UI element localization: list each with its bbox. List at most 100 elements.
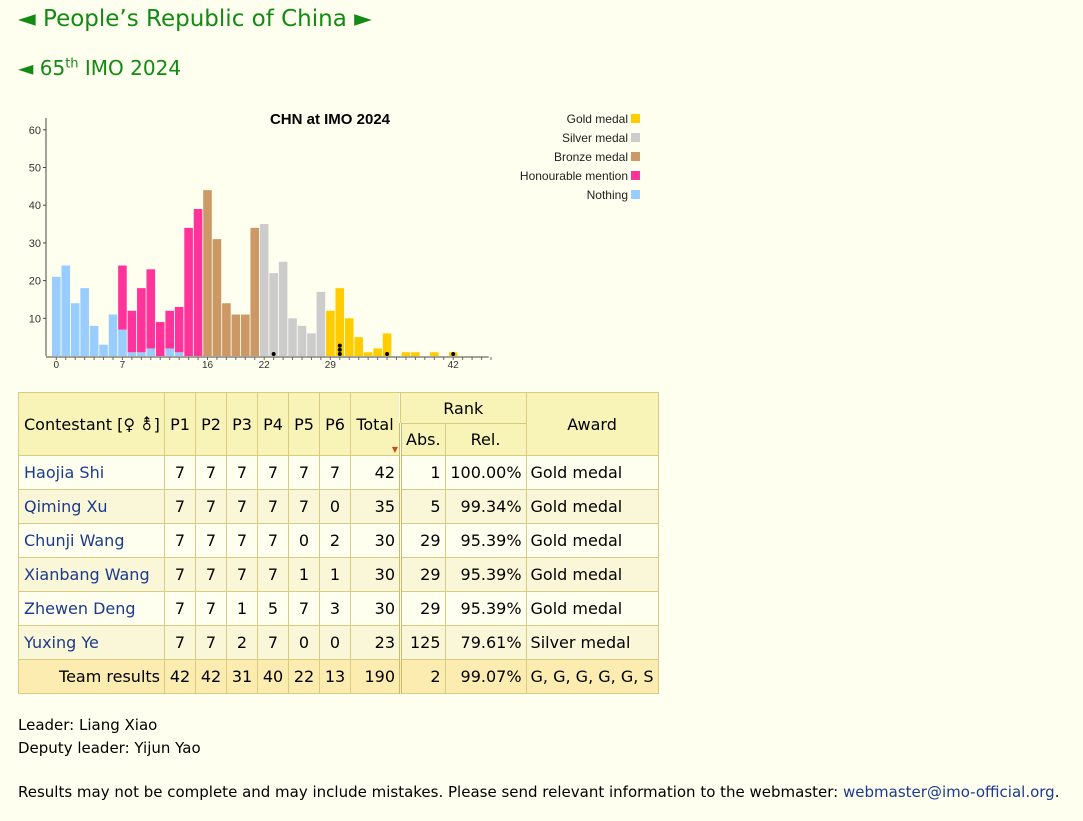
bar (52, 276, 61, 356)
score-p5: 0 (288, 523, 320, 558)
imo-title-link[interactable]: 65th IMO 2024 (40, 56, 181, 80)
score-p2: 7 (195, 557, 227, 592)
header-award[interactable]: Award (525, 392, 659, 456)
bar (231, 314, 241, 356)
header-p5[interactable]: P5 (288, 392, 320, 456)
chart-title: CHN at IMO 2024 (270, 111, 391, 128)
bar (193, 208, 203, 356)
header-p4[interactable]: P4 (257, 392, 289, 456)
header-p6[interactable]: P6 (319, 392, 351, 456)
bar (411, 352, 420, 356)
bar (241, 314, 250, 356)
header-contestant[interactable]: Contestant [♀ ⚨] (18, 392, 165, 456)
contestant-name-link[interactable]: Qiming Xu (24, 497, 108, 516)
bar (165, 310, 174, 349)
deputy-leader-line: Deputy leader: Yijun Yao (18, 737, 201, 760)
score-p5: 0 (288, 625, 320, 660)
award-cell: Gold medal (525, 489, 659, 524)
score-p5: 1 (288, 557, 320, 592)
header-rank-abs[interactable]: Abs. (399, 423, 446, 456)
bar (307, 333, 316, 356)
score-p4: 7 (257, 489, 289, 524)
rank-absolute: 1 (399, 455, 446, 490)
legend-swatch (631, 133, 640, 142)
bar (335, 288, 345, 356)
bar (108, 314, 118, 356)
team-rank-absolute: 2 (399, 659, 446, 694)
contestant-name-link[interactable]: Zhewen Deng (24, 599, 136, 618)
deputy-leader-label: Deputy leader: (18, 739, 130, 757)
contestant-name-link[interactable]: Xianbang Wang (24, 565, 150, 584)
next-country-arrow[interactable]: ► (354, 6, 372, 32)
country-heading: ◄ People’s Republic of China ► (18, 6, 372, 32)
table-row: Haojia Shi 7 7 7 7 7 7 42 1 100.00% Gold medal (18, 455, 659, 490)
legend-label: Honourable mention (520, 169, 628, 183)
score-p6: 2 (319, 523, 351, 558)
header-total[interactable]: Total ▼ (350, 392, 401, 456)
bar (174, 352, 184, 356)
y-tick-label: 40 (29, 200, 41, 212)
team-results-row: Team results 42 42 31 40 22 13 190 2 99.07% G, G, … (18, 659, 659, 694)
country-title-link[interactable]: People’s Republic of China (43, 6, 347, 32)
team-score-p2: 42 (195, 659, 227, 694)
bar (326, 310, 335, 356)
bar (80, 288, 89, 356)
contestant-name-link[interactable]: Chunji Wang (24, 531, 125, 550)
score-p1: 7 (164, 625, 196, 660)
bar (382, 333, 392, 356)
header-rank-rel[interactable]: Rel. (444, 423, 527, 456)
legend-swatch (631, 114, 640, 123)
contestant-name-link[interactable]: Yuxing Ye (24, 633, 99, 652)
total-score: 30 (350, 557, 401, 592)
imo-ordinal-suffix: th (65, 56, 79, 72)
rank-absolute: 29 (399, 557, 446, 592)
contestant-cell: Xianbang Wang (18, 557, 165, 592)
table-row: Chunji Wang 7 7 7 7 0 2 30 29 95.39% Gold medal (18, 523, 659, 558)
bar (430, 352, 439, 356)
score-p4: 7 (257, 523, 289, 558)
legend-label: Bronze medal (554, 150, 628, 164)
sort-indicator-icon: ▼ (391, 445, 398, 454)
contestant-cell: Zhewen Deng (18, 591, 165, 626)
score-p1: 7 (164, 523, 196, 558)
contestant-cell: Chunji Wang (18, 523, 165, 558)
legend-label: Silver medal (562, 131, 628, 145)
header-p2[interactable]: P2 (195, 392, 227, 456)
score-p5: 7 (288, 489, 320, 524)
score-p3: 7 (226, 489, 258, 524)
bar (401, 352, 411, 356)
x-tick-label: 0 (54, 360, 60, 371)
y-tick-label: 50 (29, 163, 41, 175)
x-tick-label: 42 (448, 360, 460, 371)
contestant-name-link[interactable]: Haojia Shi (24, 463, 105, 482)
award-cell: Silver medal (525, 625, 659, 660)
contestant-marker-dot (337, 343, 342, 348)
score-p3: 7 (226, 557, 258, 592)
legend-label: Nothing (587, 188, 628, 202)
bar (203, 190, 212, 356)
rank-relative: 95.39% (444, 523, 527, 558)
award-cell: Gold medal (525, 557, 659, 592)
rank-absolute: 5 (399, 489, 446, 524)
prev-imo-arrow[interactable]: ◄ (18, 56, 34, 80)
bar (118, 329, 127, 356)
table-row: Qiming Xu 7 7 7 7 7 0 35 5 99.34% Gold medal (18, 489, 659, 524)
imo-title: IMO 2024 (84, 56, 182, 80)
score-p3: 2 (226, 625, 258, 660)
disclaimer-text: Results may not be complete and may incl… (18, 783, 839, 801)
bar (61, 265, 71, 356)
bar (127, 310, 137, 353)
total-score: 35 (350, 489, 401, 524)
x-tick-label: 7 (120, 360, 126, 371)
bar (155, 322, 165, 356)
webmaster-email-link[interactable]: webmaster@imo-official.org (843, 783, 1055, 801)
header-p3[interactable]: P3 (226, 392, 258, 456)
score-p1: 7 (164, 455, 196, 490)
score-p1: 7 (164, 591, 196, 626)
header-p1[interactable]: P1 (164, 392, 196, 456)
deputy-leader-name: Yijun Yao (134, 739, 201, 757)
score-p4: 5 (257, 591, 289, 626)
score-p2: 7 (195, 489, 227, 524)
prev-country-arrow[interactable]: ◄ (18, 6, 36, 32)
contestant-cell: Haojia Shi (18, 455, 165, 490)
